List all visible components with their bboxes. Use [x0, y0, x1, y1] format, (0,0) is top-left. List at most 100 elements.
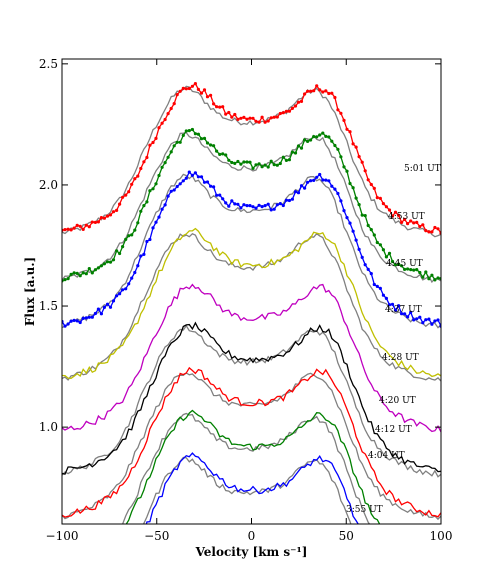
data-point-501ut [142, 160, 146, 164]
data-point-445ut [181, 179, 185, 183]
data-point-453ut [181, 133, 185, 137]
data-point-501ut [284, 109, 288, 113]
data-point-501ut [357, 155, 361, 159]
data-point-453ut [430, 273, 434, 277]
data-point-445ut [403, 312, 407, 316]
data-point-445ut [321, 178, 325, 182]
data-point-445ut [221, 197, 225, 201]
data-point-453ut [78, 274, 82, 278]
data-point-445ut [278, 202, 282, 206]
data-point-453ut [160, 165, 164, 169]
data-point-445ut [251, 205, 255, 209]
data-point-445ut [354, 238, 358, 242]
data-point-501ut [130, 182, 134, 186]
data-point-453ut [66, 277, 70, 281]
data-point-501ut [330, 91, 334, 95]
data-point-453ut [245, 160, 249, 164]
data-point-501ut [121, 195, 125, 199]
data-point-445ut [339, 199, 343, 203]
data-point-445ut [224, 201, 228, 205]
data-point-445ut [409, 310, 413, 314]
data-point-501ut [360, 160, 364, 164]
data-point-501ut [163, 117, 167, 122]
series-line-437ut [62, 227, 441, 379]
data-point-501ut [287, 109, 291, 113]
data-point-445ut [387, 303, 392, 307]
reference-line-412ut [62, 372, 441, 521]
data-point-501ut [384, 205, 388, 209]
data-point-501ut [424, 229, 428, 233]
data-point-501ut [372, 186, 376, 190]
data-point-453ut [215, 149, 219, 153]
data-point-453ut [348, 181, 352, 186]
time-label: 4:37 UT [385, 305, 422, 315]
data-point-445ut [202, 180, 207, 184]
data-point-445ut [230, 199, 234, 203]
data-point-453ut [115, 249, 119, 253]
data-point-453ut [124, 237, 128, 241]
data-point-445ut [111, 299, 116, 303]
data-point-445ut [415, 317, 419, 321]
time-label: 4:20 UT [379, 396, 416, 406]
data-point-445ut [406, 315, 410, 319]
data-point-445ut [148, 237, 152, 242]
data-point-501ut [205, 95, 210, 99]
data-point-501ut [345, 127, 349, 131]
data-point-445ut [372, 282, 376, 287]
data-point-445ut [266, 202, 270, 206]
data-point-453ut [324, 134, 328, 138]
data-point-445ut [151, 226, 155, 230]
data-point-453ut [397, 262, 401, 266]
reference-line-453ut [62, 131, 441, 284]
data-point-501ut [90, 220, 94, 224]
data-point-453ut [105, 260, 110, 264]
data-point-453ut [93, 268, 97, 272]
data-point-501ut [78, 224, 82, 228]
data-point-453ut [69, 272, 73, 276]
data-point-501ut [296, 100, 301, 104]
data-point-445ut [175, 184, 179, 189]
data-point-453ut [269, 159, 273, 163]
data-point-453ut [263, 163, 267, 167]
data-point-453ut [199, 137, 204, 141]
reference-line-445ut [62, 173, 441, 329]
data-point-445ut [242, 203, 246, 207]
data-point-453ut [287, 158, 291, 162]
data-point-501ut [239, 116, 243, 120]
data-point-453ut [375, 240, 379, 245]
series-line-428ut [62, 283, 441, 433]
data-point-501ut [178, 89, 182, 93]
data-point-501ut [433, 225, 437, 230]
series-line-404ut [125, 409, 381, 524]
data-point-453ut [63, 278, 67, 282]
data-point-453ut [390, 259, 395, 264]
data-point-453ut [227, 158, 231, 162]
data-point-445ut [87, 315, 91, 319]
data-point-501ut [224, 112, 228, 116]
data-point-501ut [105, 214, 110, 218]
data-point-445ut [215, 193, 219, 197]
data-point-453ut [133, 228, 137, 232]
data-point-445ut [75, 319, 79, 323]
data-point-453ut [290, 150, 294, 154]
data-point-453ut [218, 152, 222, 156]
time-label: 4:45 UT [386, 259, 423, 269]
data-point-501ut [111, 210, 116, 214]
data-point-445ut [393, 308, 398, 312]
data-point-501ut [309, 89, 313, 93]
data-point-453ut [108, 260, 113, 264]
data-point-445ut [390, 302, 395, 306]
data-point-445ut [384, 296, 388, 300]
data-point-501ut [221, 105, 225, 109]
data-point-445ut [293, 190, 298, 194]
data-point-501ut [166, 112, 170, 116]
data-point-445ut [345, 216, 349, 220]
data-point-453ut [342, 165, 346, 169]
data-point-445ut [369, 272, 373, 276]
data-point-453ut [272, 163, 276, 167]
data-point-501ut [418, 224, 422, 229]
data-point-445ut [136, 264, 140, 268]
data-point-501ut [263, 120, 267, 124]
data-point-501ut [169, 106, 173, 111]
data-point-501ut [430, 230, 434, 234]
